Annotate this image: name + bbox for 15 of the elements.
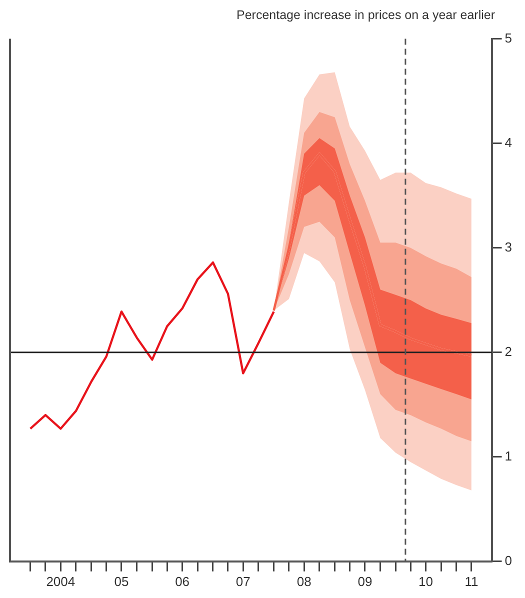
x-tick-label: 09 — [358, 574, 372, 589]
y-axis-title: Percentage increase in prices on a year earlier — [236, 8, 496, 24]
y-tick-label: 0 — [504, 552, 512, 568]
x-tick-label: 10 — [418, 574, 434, 589]
x-tick-label: 05 — [114, 574, 129, 589]
x-tick-label: 06 — [175, 574, 190, 589]
x-tick-label: 11 — [464, 574, 478, 589]
y-tick-label: 4 — [504, 134, 512, 150]
x-tick-label: 2004 — [46, 574, 76, 589]
x-tick-label: 07 — [236, 574, 250, 589]
y-tick-label: 5 — [504, 30, 512, 46]
y-tick-label: 2 — [504, 344, 512, 359]
y-tick-label: 1 — [504, 448, 512, 464]
y-tick-label: 3 — [504, 239, 512, 254]
x-tick-label: 08 — [296, 574, 312, 589]
